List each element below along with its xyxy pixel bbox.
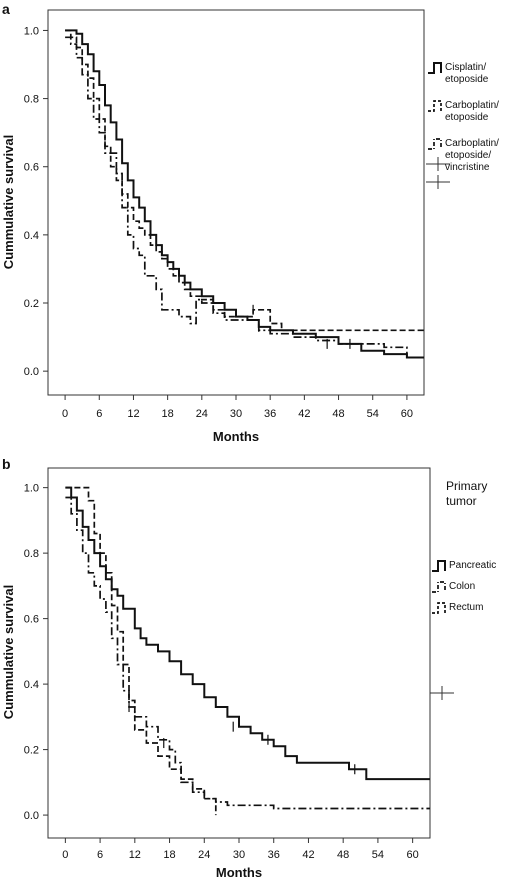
y-tick-label: 0.0: [24, 810, 39, 822]
panel-a-survival-curves: [65, 29, 424, 359]
x-tick-label: 6: [96, 408, 102, 420]
y-tick-label: 0.6: [24, 162, 39, 174]
panel-a-y-ticks: 0.0 0.2 0.4 0.6 0.8 1.0: [24, 25, 48, 378]
series-line-pancreatic: [65, 486, 430, 781]
x-tick-label: 24: [196, 408, 208, 420]
legend-line-symbol: [428, 62, 442, 74]
panel-b-label: b: [2, 456, 11, 472]
x-tick-label: 12: [129, 849, 141, 861]
panel-b-y-axis-label: Cummulative survival: [1, 585, 16, 719]
y-tick-label: 0.4: [24, 679, 39, 691]
panel-a-plot-frame: [47, 9, 425, 396]
panel-a: a 0.0 0.2 0.4 0.6 0.8 1.0 0 6 12 18 24 30 36 42 48 54 6…: [1, 1, 499, 444]
legend-entry-label: Carboplatin/: [445, 100, 499, 111]
x-tick-label: 36: [268, 849, 280, 861]
x-tick-label: 30: [230, 408, 242, 420]
panel-b-plot-frame: [47, 467, 431, 839]
legend-entry-label: etoposide: [445, 112, 489, 123]
legend-entry-label: Cisplatin/: [445, 62, 486, 73]
x-tick-label: 54: [367, 408, 379, 420]
legend-entry-label: Pancreatic: [449, 560, 496, 571]
x-tick-label: 30: [233, 849, 245, 861]
x-tick-label: 12: [127, 408, 139, 420]
y-tick-label: 0.2: [24, 298, 39, 310]
panel-b: b 0.0 0.2 0.4 0.6 0.8 1.0 0 6 12 18 24 30 36 42 48 54 6…: [1, 456, 496, 880]
legend-entry-label: vincristine: [445, 162, 490, 173]
series-line-carboplatin: [65, 36, 419, 359]
legend-entry-label: Carboplatin/: [445, 138, 499, 149]
panel-a-y-axis-label: Cummulative survival: [1, 135, 16, 269]
panel-a-label: a: [2, 1, 10, 17]
y-tick-label: 1.0: [24, 483, 39, 495]
x-tick-label: 48: [332, 408, 344, 420]
x-tick-label: 42: [298, 408, 310, 420]
legend-title: Primary: [446, 479, 487, 493]
y-tick-label: 0.2: [24, 745, 39, 757]
panel-b-y-ticks: 0.0 0.2 0.4 0.6 0.8 1.0: [24, 483, 48, 822]
panel-a-legend: Cisplatin/etoposideCarboplatin/etoposide…: [426, 62, 499, 189]
x-tick-label: 6: [97, 849, 103, 861]
series-line-rectum: [65, 486, 217, 816]
x-tick-label: 18: [163, 849, 175, 861]
panel-a-x-axis-label: Months: [213, 429, 259, 444]
legend-entry-label: Colon: [449, 581, 475, 592]
legend-entry-label: Rectum: [449, 602, 483, 613]
x-tick-label: 54: [372, 849, 384, 861]
legend-title: tumor: [446, 494, 477, 508]
series-line-cisplatin: [65, 29, 424, 359]
y-tick-label: 0.0: [24, 366, 39, 378]
y-tick-label: 0.8: [24, 548, 39, 560]
x-tick-label: 18: [162, 408, 174, 420]
panel-b-x-ticks: 0 6 12 18 24 30 36 42 48 54 60: [62, 838, 419, 861]
panel-b-survival-curves: [65, 486, 430, 816]
legend-line-symbol: [428, 100, 442, 112]
y-tick-label: 1.0: [24, 25, 39, 37]
x-tick-label: 0: [62, 849, 68, 861]
x-tick-label: 60: [407, 849, 419, 861]
legend-line-symbol: [432, 560, 446, 572]
x-tick-label: 42: [302, 849, 314, 861]
legend-line-symbol: [428, 138, 442, 150]
x-tick-label: 24: [198, 849, 210, 861]
legend-line-symbol: [432, 602, 446, 614]
x-tick-label: 36: [264, 408, 276, 420]
legend-entry-label: etoposide/: [445, 150, 491, 161]
y-tick-label: 0.8: [24, 94, 39, 106]
y-tick-label: 0.6: [24, 614, 39, 626]
series-line-carboplatin: [65, 29, 424, 332]
legend-entry-label: etoposide: [445, 74, 489, 85]
x-tick-label: 48: [337, 849, 349, 861]
panel-b-x-axis-label: Months: [216, 865, 262, 880]
x-tick-label: 60: [401, 408, 413, 420]
x-tick-label: 0: [62, 408, 68, 420]
panel-a-x-ticks: 0 6 12 18 24 30 36 42 48 54 60: [62, 395, 413, 420]
legend-line-symbol: [432, 581, 446, 593]
y-tick-label: 0.4: [24, 230, 39, 242]
series-line-colon: [65, 496, 430, 810]
